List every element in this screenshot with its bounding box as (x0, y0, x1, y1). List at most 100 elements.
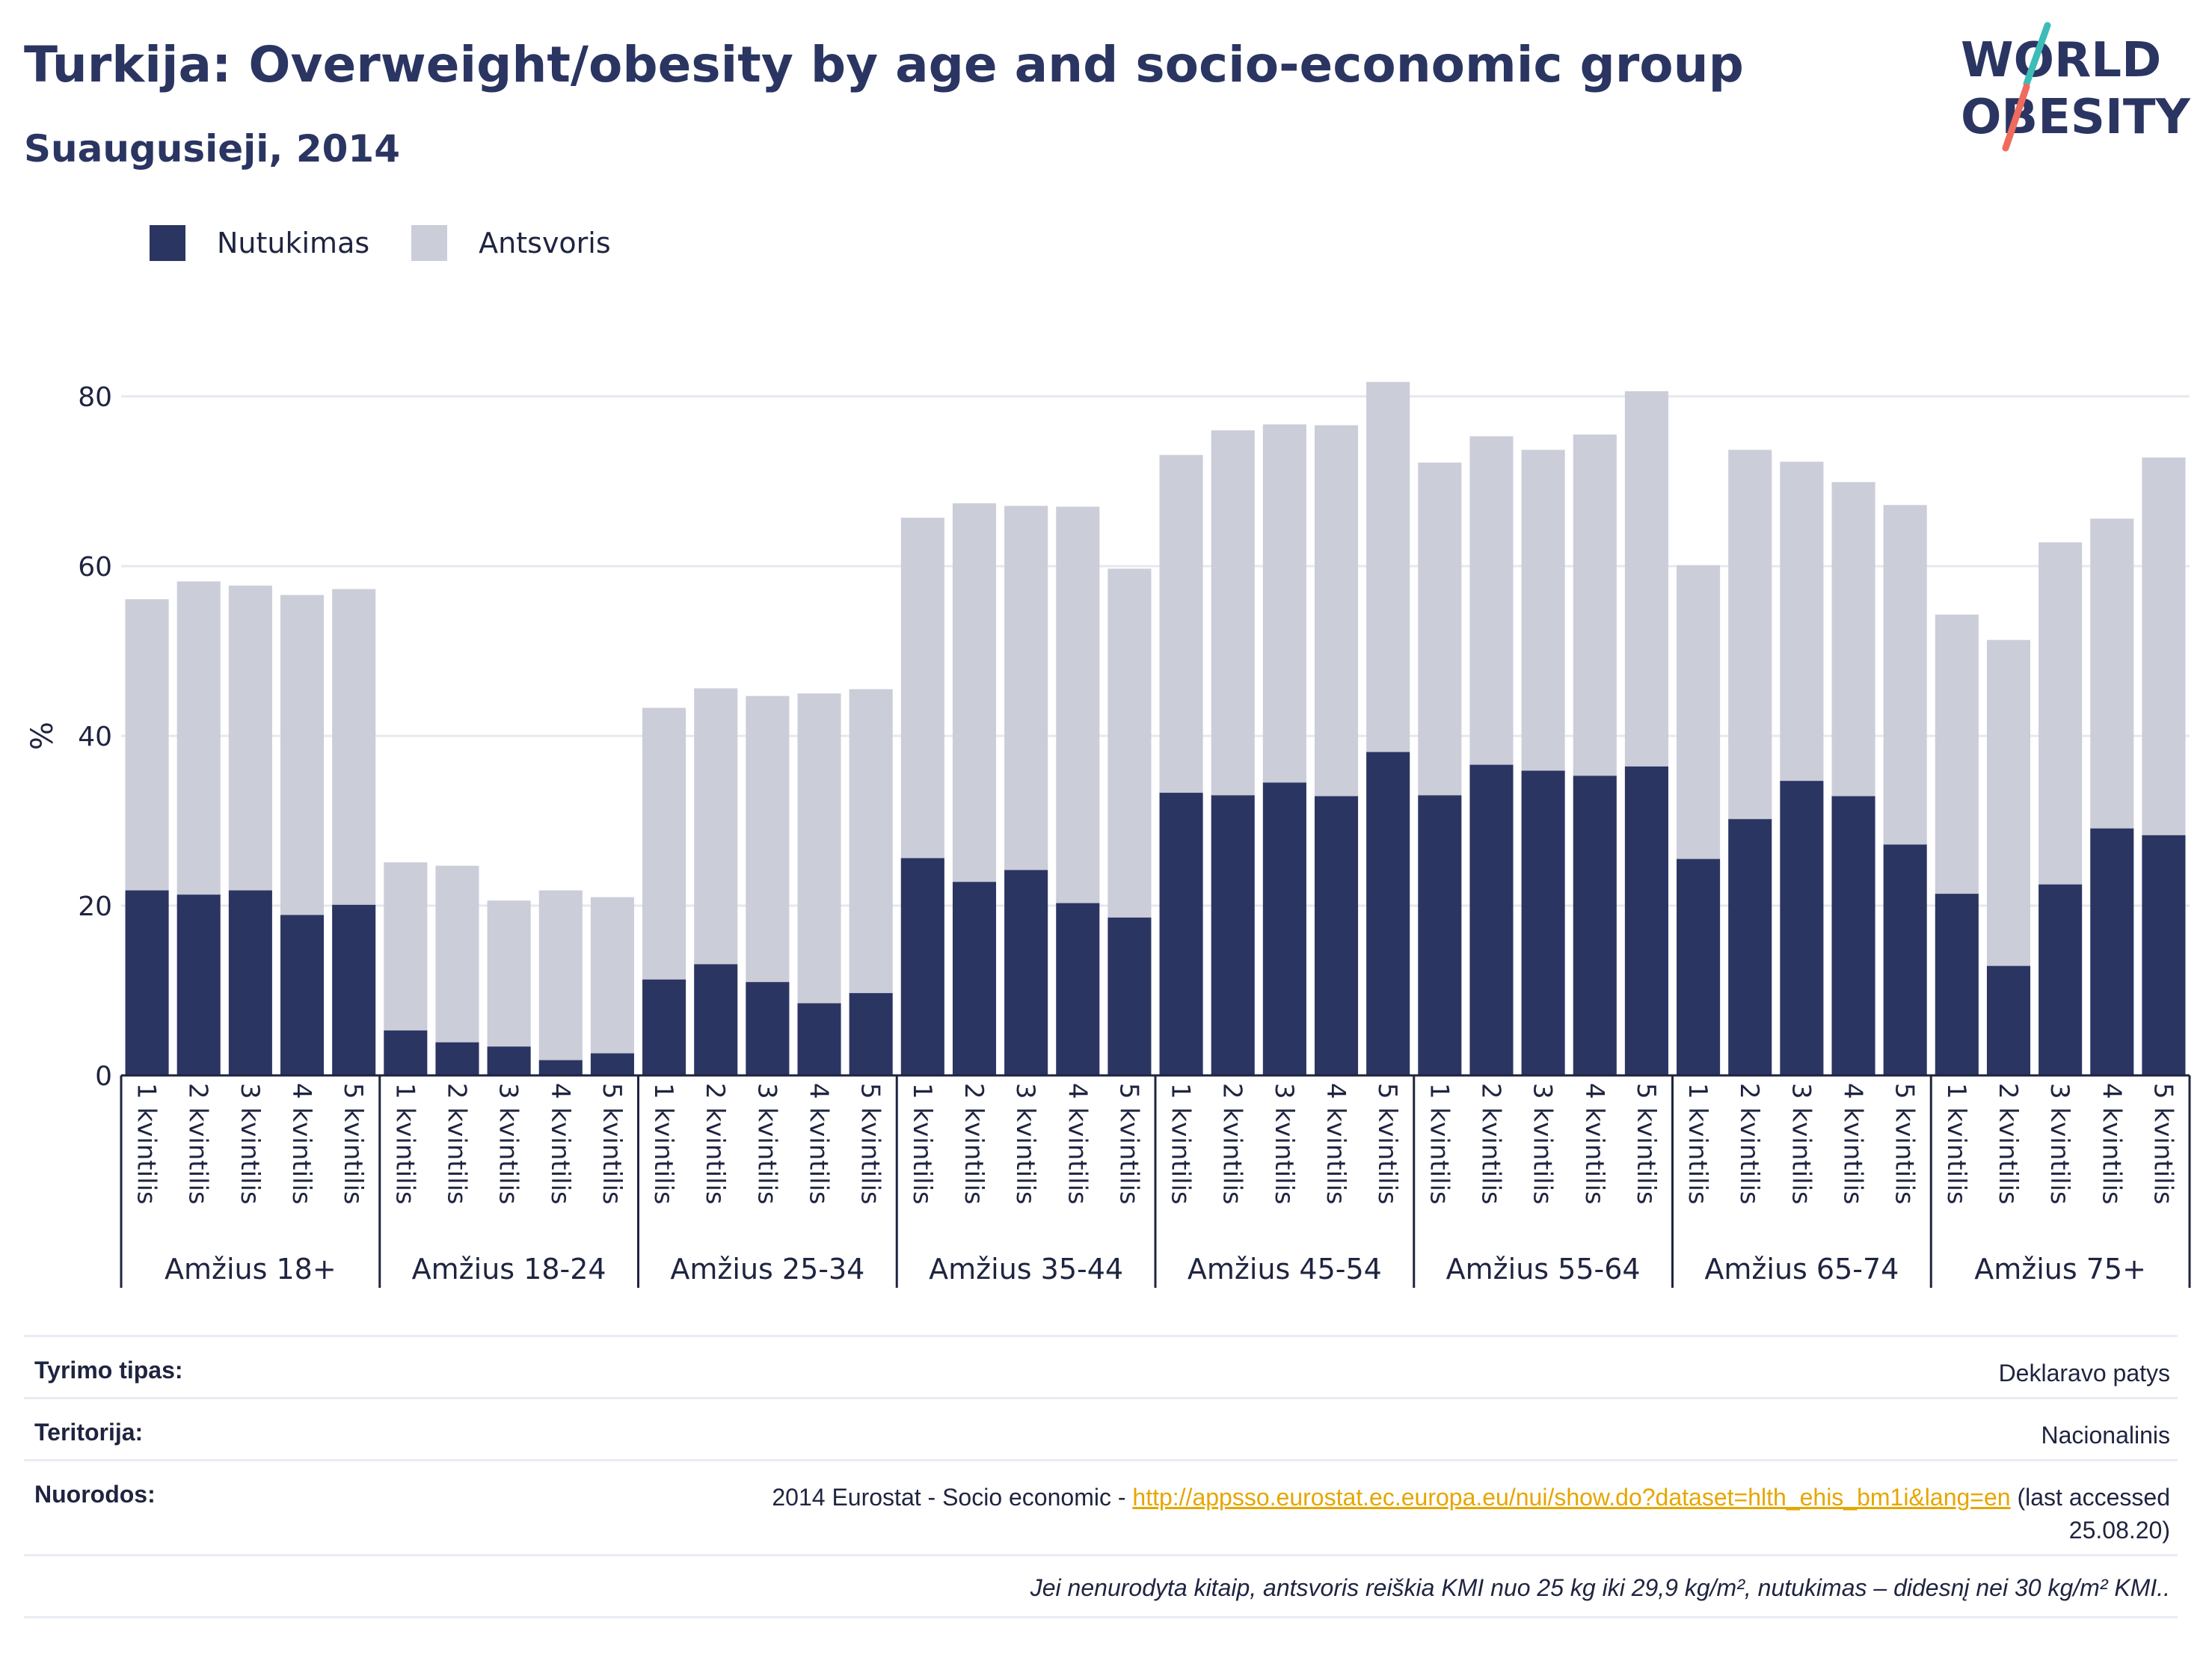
x-tick-label: 1 kvintilis (132, 1083, 162, 1205)
x-tick-label: 5 kvintilis (855, 1083, 885, 1205)
group-label: Amžius 65-74 (1704, 1253, 1899, 1286)
bar-obesity (1573, 776, 1617, 1075)
info-row-footnote: Jei nenurodyta kitaip, antsvoris reiškia… (24, 1554, 2178, 1618)
chart-title: Turkija: Overweight/obesity by age and s… (24, 36, 1744, 93)
chart-legend: Nutukimas Antsvoris (150, 221, 653, 265)
bar-obesity (1262, 782, 1306, 1075)
bar-obesity (590, 1053, 634, 1075)
bar-obesity (952, 882, 997, 1075)
bar-obesity (435, 1042, 479, 1075)
bar-obesity (1159, 793, 1203, 1075)
bar-obesity (2090, 828, 2134, 1075)
bar-obesity (1883, 844, 1927, 1075)
y-tick-label: 60 (78, 552, 112, 583)
y-tick-label: 80 (78, 382, 112, 413)
x-tick-label: 1 kvintilis (907, 1083, 937, 1205)
bar-obesity (280, 915, 325, 1075)
legend-item-obesity[interactable]: Nutukimas (150, 225, 369, 261)
x-tick-label: 3 kvintilis (235, 1083, 265, 1205)
bar-overweight (125, 599, 169, 891)
group-label: Amžius 55-64 (1446, 1253, 1641, 1286)
bar-overweight (1107, 568, 1152, 918)
bar-obesity (1107, 917, 1152, 1075)
territory-label: Teritorija: (34, 1419, 144, 1446)
group-label: Amžius 75+ (1974, 1253, 2146, 1286)
bar-overweight (590, 897, 634, 1054)
info-table: Tyrimo tipas: Deklaravo patys Teritorija… (24, 1335, 2178, 1618)
x-tick-label: 4 kvintilis (1579, 1083, 1609, 1205)
bar-overweight (1831, 482, 1875, 796)
bar-obesity (1314, 796, 1359, 1075)
bar-obesity (1521, 770, 1565, 1075)
bar-overweight (1728, 449, 1772, 820)
y-axis-label: % (25, 722, 60, 750)
x-tick-label: 3 kvintilis (1010, 1083, 1040, 1205)
bar-obesity (1469, 764, 1514, 1075)
survey-type-label: Tyrimo tipas: (34, 1357, 183, 1384)
x-tick-label: 5 kvintilis (1372, 1083, 1402, 1205)
bar-obesity (1986, 965, 2031, 1075)
references-accessed-date: 25.08.20) (2068, 1517, 2170, 1544)
bar-obesity (694, 964, 738, 1075)
bar-obesity (1004, 870, 1048, 1075)
survey-type-value: Deklaravo patys (1998, 1360, 2170, 1387)
legend-label-overweight: Antsvoris (479, 227, 611, 260)
logo-slash-coral (2002, 83, 2030, 152)
y-tick-label: 40 (78, 722, 112, 752)
footnote: Jei nenurodyta kitaip, antsvoris reiškia… (1030, 1574, 2170, 1601)
bar-obesity (1624, 766, 1668, 1075)
bar-overweight (1262, 424, 1306, 783)
bar-overweight (228, 586, 272, 891)
stacked-bar-chart: 0 20 40 60 80% 1 kvintilis 2 kvintilis 3 kvinti… (25, 381, 2191, 1288)
x-tick-label: 2 kvintilis (1734, 1083, 1764, 1205)
x-tick-label: 2 kvintilis (183, 1083, 213, 1205)
x-tick-label: 3 kvintilis (494, 1083, 523, 1205)
bar-overweight (1624, 391, 1668, 767)
x-tick-label: 2 kvintilis (1475, 1083, 1505, 1205)
info-row-territory: Teritorija: Nacionalinis (24, 1397, 2178, 1459)
territory-value: Nacionalinis (2041, 1422, 2170, 1449)
references-link[interactable]: http://appsso.eurostat.ec.europa.eu/nui/… (1132, 1484, 2011, 1511)
x-tick-label: 4 kvintilis (804, 1083, 834, 1205)
bar-obesity (2142, 835, 2186, 1075)
bar-overweight (1521, 449, 1565, 771)
bar-obesity (1780, 781, 1824, 1075)
bar-obesity (384, 1030, 428, 1075)
legend-item-overweight[interactable]: Antsvoris (411, 225, 611, 261)
x-tick-label: 3 kvintilis (752, 1083, 781, 1205)
x-tick-label: 5 kvintilis (597, 1083, 627, 1205)
y-tick-label: 0 (95, 1061, 112, 1092)
x-tick-label: 4 kvintilis (1321, 1083, 1351, 1205)
bar-overweight (694, 688, 738, 965)
x-tick-label: 2 kvintilis (1993, 1083, 2023, 1205)
bar-obesity (1677, 859, 1721, 1075)
logo-text-obesity: OBESITY (1961, 90, 2190, 145)
bar-obesity (1366, 752, 1410, 1075)
bar-overweight (1366, 381, 1410, 752)
bar-overweight (849, 689, 893, 993)
bar-overweight (2142, 457, 2186, 835)
x-tick-label: 1 kvintilis (1424, 1083, 1454, 1205)
x-tick-label: 4 kvintilis (286, 1083, 316, 1205)
x-tick-label: 5 kvintilis (1890, 1083, 1920, 1205)
references-suffix: (last accessed (2010, 1484, 2170, 1511)
bar-overweight (176, 581, 221, 895)
bar-obesity (538, 1060, 583, 1075)
legend-swatch-obesity (150, 225, 185, 261)
bar-obesity (900, 858, 944, 1075)
bar-obesity (849, 992, 893, 1075)
references-label: Nuorodos: (34, 1481, 156, 1508)
x-tick-label: 4 kvintilis (2096, 1083, 2126, 1205)
legend-label-obesity: Nutukimas (217, 227, 370, 260)
bar-overweight (1211, 430, 1255, 796)
bar-obesity (228, 890, 272, 1075)
bar-obesity (176, 894, 221, 1075)
y-tick-label: 20 (78, 891, 112, 922)
legend-swatch-overweight (411, 225, 448, 261)
bar-obesity (1831, 796, 1875, 1075)
x-tick-label: 5 kvintilis (1113, 1083, 1143, 1205)
x-tick-label: 2 kvintilis (959, 1083, 989, 1205)
bar-overweight (900, 518, 944, 859)
x-tick-label: 1 kvintilis (1683, 1083, 1712, 1205)
logo-text-world: WORLD (1961, 33, 2161, 88)
